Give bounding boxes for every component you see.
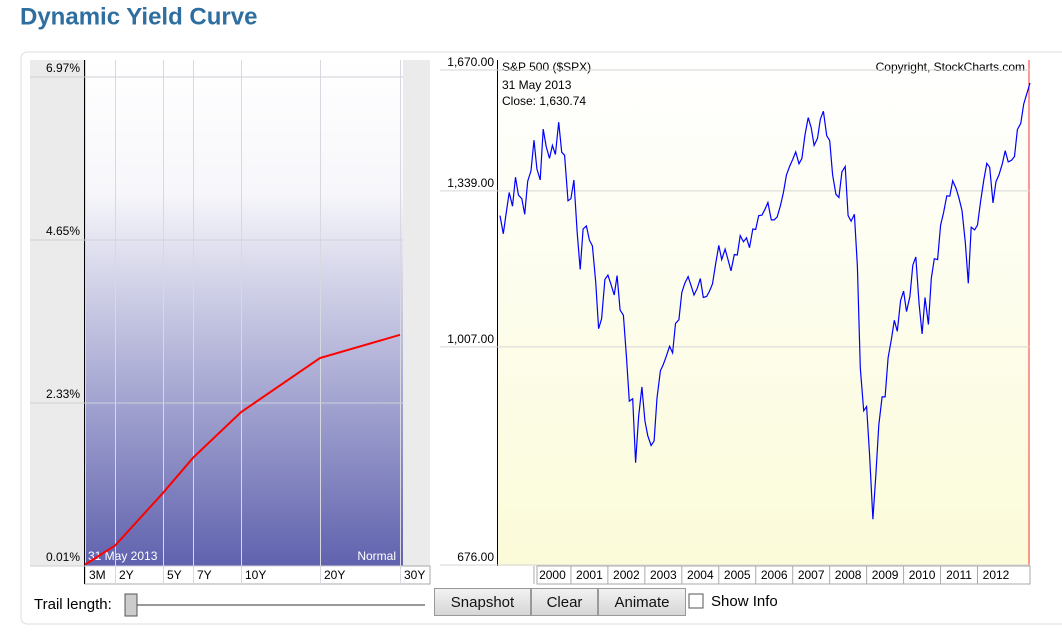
animate-button[interactable]: Animate	[598, 588, 686, 616]
price-line	[499, 82, 1031, 520]
y-tick-label: 4.65%	[46, 224, 80, 238]
spx-plot-bg	[497, 60, 1030, 566]
x-tick-label: 2007	[798, 568, 825, 582]
x-tick-label: 30Y	[404, 568, 425, 582]
x-tick-label: 20Y	[324, 568, 345, 582]
x-tick-label: 2003	[650, 568, 677, 582]
x-tick-label: 2009	[872, 568, 899, 582]
yield-plot-bg	[85, 60, 403, 566]
y-tick-label: 6.97%	[46, 61, 80, 75]
y-tick-label: 0.01%	[46, 550, 80, 564]
x-tick-label: 7Y	[197, 568, 212, 582]
x-tick-label: 2010	[909, 568, 936, 582]
curve-shape: Normal	[357, 549, 396, 563]
x-tick-label: 2008	[835, 568, 862, 582]
x-tick-label: 10Y	[245, 568, 266, 582]
show-info-label[interactable]: Show Info	[711, 593, 778, 610]
yield-line	[84, 333, 401, 566]
y-tick-label: 1,007.00	[447, 332, 494, 346]
x-tick-label: 2006	[761, 568, 788, 582]
slider-handle[interactable]	[124, 593, 138, 617]
spx-x-axis	[536, 565, 1031, 585]
y-tick-label: 2.33%	[46, 387, 80, 401]
x-tick-label: 2005	[724, 568, 751, 582]
y-tick-label: 1,339.00	[447, 176, 494, 190]
snapshot-button[interactable]: Snapshot	[434, 588, 531, 616]
y-tick-label: 1,670.00	[447, 55, 494, 69]
clear-button[interactable]: Clear	[531, 588, 598, 616]
x-tick-label: 2002	[613, 568, 640, 582]
x-tick-label: 3M	[89, 568, 106, 582]
page-title: Dynamic Yield Curve	[20, 3, 257, 30]
y-tick-label: 676.00	[457, 550, 494, 564]
x-tick-label: 2012	[983, 568, 1010, 582]
spx-title: S&P 500 ($SPX)	[502, 60, 591, 74]
trail-label: Trail length:	[34, 596, 112, 613]
spx-close: Close: 1,630.74	[502, 94, 586, 108]
x-tick-label: 2011	[946, 568, 972, 582]
x-tick-label: 5Y	[167, 568, 182, 582]
x-tick-label: 2004	[687, 568, 714, 582]
x-tick-label: 2000	[539, 568, 566, 582]
spx-date: 31 May 2013	[502, 78, 572, 92]
copyright: Copyright, StockCharts.com	[876, 60, 1025, 74]
x-tick-label: 2001	[576, 568, 603, 582]
show-info-checkbox[interactable]	[688, 593, 704, 609]
x-tick-label: 2Y	[119, 568, 134, 582]
